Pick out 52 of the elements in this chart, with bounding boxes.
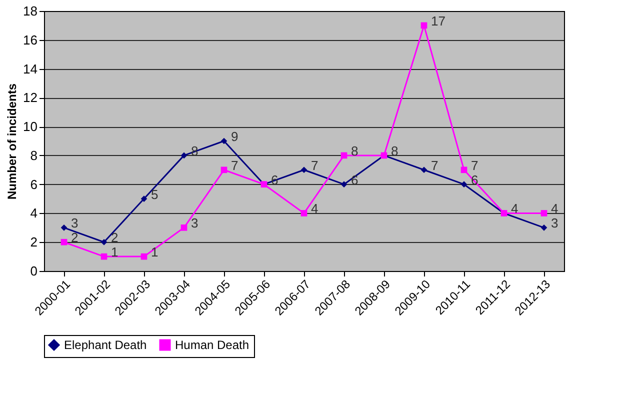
y-tick-label: 16 (23, 32, 38, 48)
y-tick-label: 18 (23, 4, 38, 18)
point (420, 166, 428, 174)
y-tick-label: 14 (23, 61, 38, 76)
point (420, 22, 428, 29)
point (220, 166, 228, 174)
point (180, 224, 188, 231)
point (340, 152, 348, 159)
y-tick-label: 4 (30, 206, 38, 221)
data-label: 2 (71, 230, 78, 246)
point (60, 238, 68, 246)
point (220, 138, 228, 144)
y-tick-label: 2 (30, 234, 38, 250)
data-label: 7 (311, 158, 318, 173)
y-tick-label: 10 (23, 119, 38, 134)
data-label: 7 (431, 158, 438, 173)
y-tick-label: 8 (30, 148, 38, 163)
legend-label: Elephant Death (64, 338, 147, 352)
data-label: 1 (151, 244, 158, 260)
data-label: 9 (231, 129, 238, 144)
point (540, 210, 548, 216)
point (460, 166, 468, 174)
point (140, 253, 148, 260)
data-label: 7 (471, 158, 478, 173)
point (340, 181, 348, 188)
point (300, 210, 308, 216)
data-label: 2 (111, 230, 118, 246)
y-tick-label: 12 (23, 90, 38, 106)
point (460, 181, 468, 188)
y-tick-label: 6 (30, 176, 38, 192)
point (300, 166, 308, 174)
y-tick-label: 0 (30, 264, 38, 278)
point (180, 152, 188, 159)
data-label: 5 (151, 186, 158, 202)
data-label: 6 (351, 172, 358, 188)
point (60, 224, 68, 231)
data-label: 4 (551, 201, 558, 216)
point (140, 196, 148, 202)
point (540, 224, 548, 231)
data-label: 4 (311, 201, 318, 216)
data-label: 8 (391, 143, 398, 158)
data-label: 7 (231, 158, 238, 173)
data-label: 3 (191, 216, 198, 231)
legend-label: Human Death (175, 338, 250, 352)
data-label: 17 (431, 13, 446, 28)
y-axis-title: Number of incidents (5, 83, 20, 200)
point (100, 253, 108, 260)
data-label: 8 (351, 143, 358, 158)
data-label: 3 (71, 216, 78, 231)
data-label: 4 (511, 201, 518, 216)
data-label: 3 (551, 216, 558, 231)
point (100, 238, 108, 246)
